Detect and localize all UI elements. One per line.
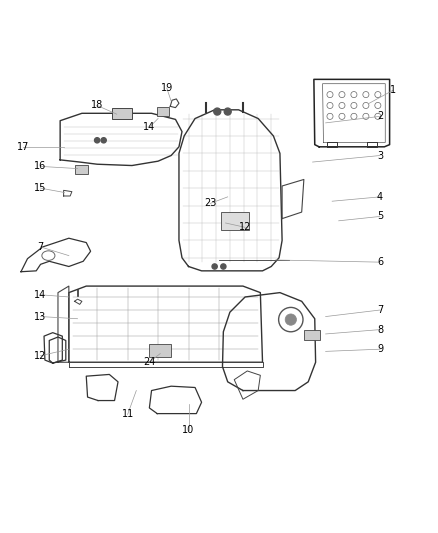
Text: 16: 16 [35, 161, 47, 172]
Text: 24: 24 [143, 357, 155, 367]
Text: 12: 12 [239, 222, 251, 232]
Bar [113, 108, 132, 119]
Text: 12: 12 [34, 351, 47, 361]
Bar [304, 329, 321, 341]
Bar [221, 212, 250, 230]
Text: 13: 13 [35, 312, 47, 321]
Text: 10: 10 [182, 425, 194, 435]
Text: 4: 4 [377, 192, 383, 202]
Text: 5: 5 [377, 212, 383, 221]
Circle shape [224, 108, 231, 115]
Text: 8: 8 [377, 325, 383, 335]
Text: 11: 11 [121, 409, 134, 419]
Bar [149, 344, 171, 357]
Text: 17: 17 [17, 142, 29, 152]
Circle shape [221, 264, 226, 269]
Text: 7: 7 [377, 305, 383, 315]
Text: 3: 3 [377, 150, 383, 160]
Text: 19: 19 [161, 83, 173, 93]
Text: 7: 7 [37, 242, 44, 252]
Text: 23: 23 [204, 198, 216, 208]
Circle shape [95, 138, 100, 143]
Circle shape [101, 138, 106, 143]
Text: 18: 18 [91, 100, 103, 110]
Bar [75, 165, 88, 174]
Text: 14: 14 [143, 122, 155, 132]
Text: 9: 9 [377, 344, 383, 354]
Text: 6: 6 [377, 257, 383, 267]
Text: 14: 14 [35, 290, 47, 300]
Circle shape [212, 264, 217, 269]
Circle shape [285, 314, 297, 325]
Text: 2: 2 [377, 111, 383, 122]
Text: 15: 15 [34, 183, 47, 193]
Bar [157, 107, 170, 116]
Text: 1: 1 [390, 85, 396, 95]
Circle shape [214, 108, 221, 115]
